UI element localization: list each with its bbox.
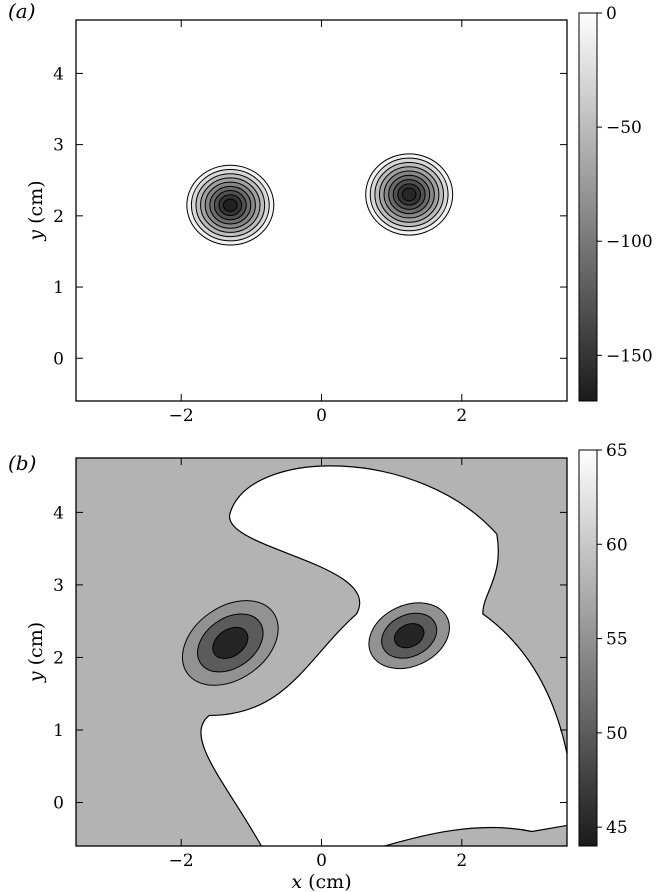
contour-b-0-2 [212, 626, 249, 659]
panel-label-b: (b) [8, 451, 36, 475]
contour-b-1-2 [393, 623, 425, 649]
y-tick-label-a-2: 2 [53, 207, 64, 227]
colorbar-tick-label-b-3: 50 [606, 724, 628, 744]
y-tick-label-b-3: 3 [53, 576, 64, 596]
x-tick-label-a-0: −2 [169, 406, 194, 426]
x-tick-label-a-1: 0 [316, 406, 327, 426]
y-tick-label-b-2: 2 [53, 648, 64, 668]
x-tick-label-b-1: 0 [316, 851, 327, 871]
y-tick-label-b-1: 1 [53, 721, 64, 741]
colorbar-tick-label-a-0: 0 [606, 4, 617, 24]
colorbar-tick-label-b-2: 55 [606, 630, 628, 650]
x-tick-label-a-2: 2 [456, 406, 467, 426]
panel-b: −2 0 2 0 1 2 3 4 (b) y (cm) x (cm) 65 60 55 50 45 [8, 441, 628, 892]
y-axis-label-a: y (cm) [25, 180, 47, 241]
x-tick-label-b-0: −2 [169, 851, 194, 871]
x-tick-label-b-2: 2 [456, 851, 467, 871]
y-tick-label-b-4: 4 [53, 503, 64, 523]
y-tick-label-a-3: 3 [53, 136, 64, 156]
colorbar-b [578, 449, 598, 847]
colorbar-tick-label-b-1: 60 [606, 535, 628, 555]
contour-a-1-8 [401, 187, 417, 202]
plot-area-a [76, 20, 567, 401]
contour-a-0-8 [223, 198, 238, 212]
panel-a: −2 0 2 0 1 2 3 4 (a) y (cm) 0 −50 −100 −150 [8, 0, 653, 426]
y-tick-label-a-0: 0 [53, 349, 64, 369]
colorbar-tick-label-a-1: −50 [606, 118, 642, 138]
colorbar-tick-label-b-0: 65 [606, 441, 628, 461]
colorbar-tick-label-a-3: −150 [606, 346, 653, 366]
colorbar-tick-label-a-2: −100 [606, 232, 653, 252]
y-tick-label-b-0: 0 [53, 793, 64, 813]
y-axis-label-b: y (cm) [25, 622, 47, 683]
panel-label-a: (a) [8, 0, 36, 23]
plot-area-b [76, 458, 567, 846]
y-tick-label-a-4: 4 [53, 64, 64, 84]
colorbar-tick-label-b-4: 45 [606, 818, 628, 838]
x-axis-label-b: x (cm) [291, 871, 351, 892]
field-background-a [76, 20, 567, 401]
colorbar-a [578, 12, 598, 402]
y-tick-label-a-1: 1 [53, 278, 64, 298]
